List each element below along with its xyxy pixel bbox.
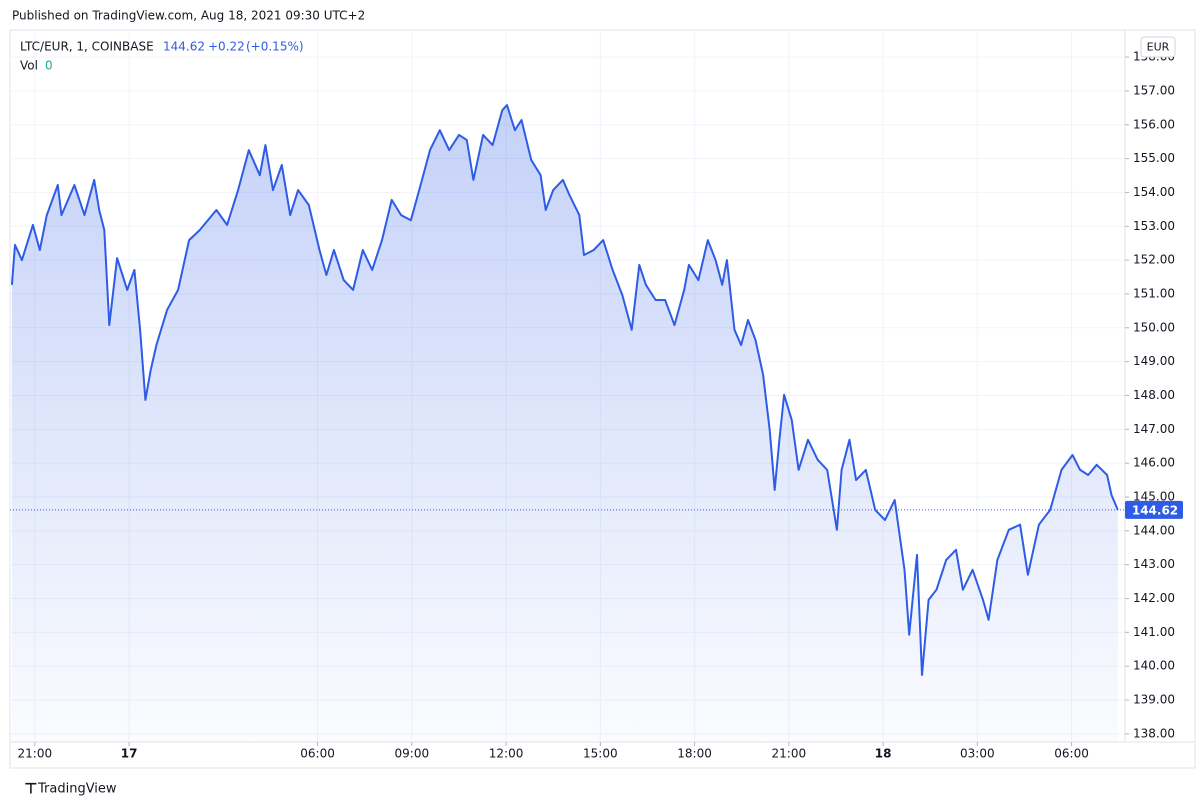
x-tick-label: 21:00 <box>18 747 53 761</box>
y-tick-label: 149.00 <box>1133 354 1175 368</box>
x-tick-label: 17 <box>121 747 138 761</box>
published-header: Published on TradingView.com, Aug 18, 20… <box>12 9 365 23</box>
y-tick-label: 144.00 <box>1133 523 1175 537</box>
plot <box>10 104 1125 743</box>
x-tick-label: 06:00 <box>1054 747 1089 761</box>
x-tick-label: 09:00 <box>395 747 430 761</box>
y-tick-label: 145.00 <box>1133 489 1175 503</box>
x-tick-label: 18:00 <box>677 747 712 761</box>
volume-label: Vol <box>20 59 38 73</box>
y-tick-label: 151.00 <box>1133 286 1175 300</box>
y-tick-label: 157.00 <box>1133 83 1175 97</box>
price-line <box>10 104 1119 676</box>
currency-label[interactable]: EUR <box>1147 41 1170 54</box>
y-tick-label: 153.00 <box>1133 219 1175 233</box>
y-tick-label: 146.00 <box>1133 456 1175 470</box>
legend-price: 144.62 <box>163 40 205 54</box>
y-tick-label: 138.00 <box>1133 726 1175 740</box>
y-tick-label: 156.00 <box>1133 117 1175 131</box>
y-tick-label: 139.00 <box>1133 693 1175 707</box>
volume-value: 0 <box>45 59 53 73</box>
last-price-label: 144.62 <box>1132 503 1178 517</box>
y-tick-label: 154.00 <box>1133 185 1175 199</box>
x-tick-label: 21:00 <box>772 747 807 761</box>
y-tick-label: 150.00 <box>1133 320 1175 334</box>
y-tick-label: 143.00 <box>1133 557 1175 571</box>
price-area <box>11 105 1118 743</box>
y-tick-label: 147.00 <box>1133 422 1175 436</box>
y-tick-label: 148.00 <box>1133 388 1175 402</box>
footer-brand: TradingView <box>37 782 117 797</box>
axes: 138.00 139.00 140.00 141.00 142.00 143.00 144.… <box>18 50 1183 761</box>
y-tick-label: 155.00 <box>1133 151 1175 165</box>
currency-button[interactable] <box>1140 36 1176 58</box>
y-tick-label: 142.00 <box>1133 591 1175 605</box>
last-price-tag <box>1125 500 1183 519</box>
symbol: LTC/EUR, 1, COINBASE <box>20 40 154 54</box>
x-tick-label: 03:00 <box>960 747 995 761</box>
legend-change: +0.22 <box>208 40 245 54</box>
legend-change-pct: (+0.15%) <box>246 40 304 54</box>
y-tick-label: 152.00 <box>1133 253 1175 267</box>
logo-mark: ⊤ <box>24 780 38 798</box>
x-tick-label: 18 <box>875 747 892 761</box>
x-tick-label: 15:00 <box>583 747 618 761</box>
x-tick-label: 12:00 <box>489 747 524 761</box>
chart-frame <box>9 29 1196 769</box>
x-tick-label: 06:00 <box>300 747 335 761</box>
y-tick-label: 141.00 <box>1133 625 1175 639</box>
y-tick-label: 140.00 <box>1133 659 1175 673</box>
